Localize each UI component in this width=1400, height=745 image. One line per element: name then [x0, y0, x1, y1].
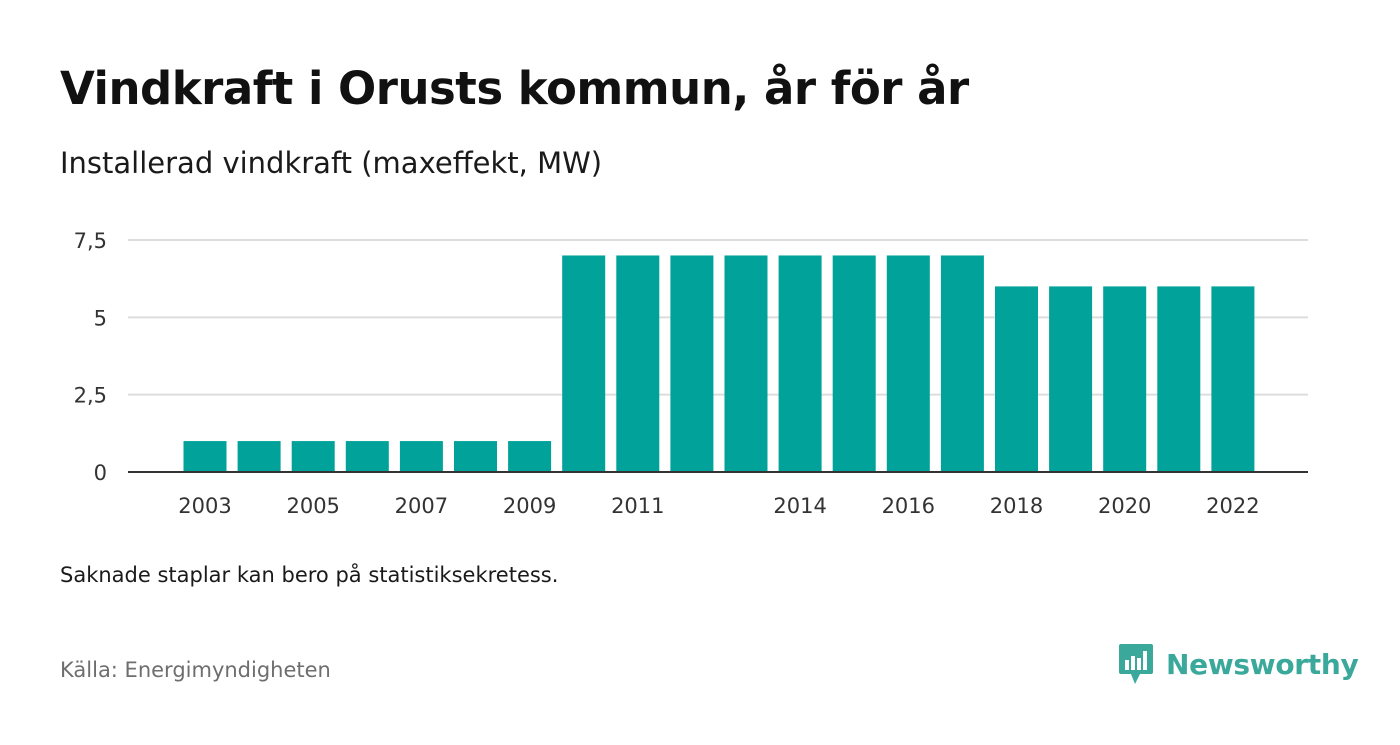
y-tick-label: 2,5 — [74, 384, 107, 408]
x-tick-label: 2022 — [1206, 494, 1259, 518]
bar-2018 — [995, 286, 1038, 472]
bar-2013 — [724, 255, 768, 472]
x-tick-label: 2014 — [773, 494, 826, 518]
newsworthy-logo-icon — [1119, 644, 1153, 684]
bar-2011 — [616, 255, 660, 472]
bar-2014 — [778, 255, 822, 472]
bar-2016 — [886, 255, 930, 472]
bar-2007 — [399, 441, 443, 472]
bar-2003 — [183, 441, 227, 472]
bar-2015 — [832, 255, 876, 472]
footnote: Saknade staplar kan bero på statistiksek… — [60, 563, 559, 587]
chart-title: Vindkraft i Orusts kommun, år för år — [60, 62, 969, 115]
bar-2008 — [454, 441, 497, 472]
x-tick-label: 2003 — [178, 494, 231, 518]
bar-2004 — [237, 441, 281, 472]
x-tick-label: 2020 — [1098, 494, 1151, 518]
source-label: Källa: Energimyndigheten — [60, 658, 331, 682]
x-tick-label: 2016 — [882, 494, 935, 518]
x-tick-label: 2018 — [990, 494, 1043, 518]
bar-2022 — [1211, 286, 1255, 472]
x-tick-label: 2007 — [395, 494, 448, 518]
y-tick-label: 0 — [94, 461, 107, 485]
bar-2019 — [1049, 286, 1093, 472]
bar-2021 — [1157, 286, 1201, 472]
brand-name: Newsworthy — [1166, 647, 1359, 681]
bar-2012 — [670, 255, 714, 472]
y-tick-label: 7,5 — [74, 229, 107, 253]
y-tick-label: 5 — [94, 306, 107, 330]
bar-chart: 0 2,5 5 7,5 2003 2005 2007 2009 2011 2014 2016 2018… — [74, 229, 1308, 518]
bar-2010 — [562, 255, 606, 472]
bar-2005 — [291, 441, 335, 472]
brand-logo: Newsworthy — [1118, 642, 1359, 686]
bar-2009 — [508, 441, 552, 472]
bar-2006 — [345, 441, 389, 472]
x-tick-label: 2011 — [611, 494, 664, 518]
x-tick-label: 2005 — [286, 494, 339, 518]
bar-2017 — [940, 255, 984, 472]
bar-2020 — [1103, 286, 1147, 472]
chart-subtitle: Installerad vindkraft (maxeffekt, MW) — [60, 146, 603, 180]
x-tick-label: 2009 — [503, 494, 556, 518]
